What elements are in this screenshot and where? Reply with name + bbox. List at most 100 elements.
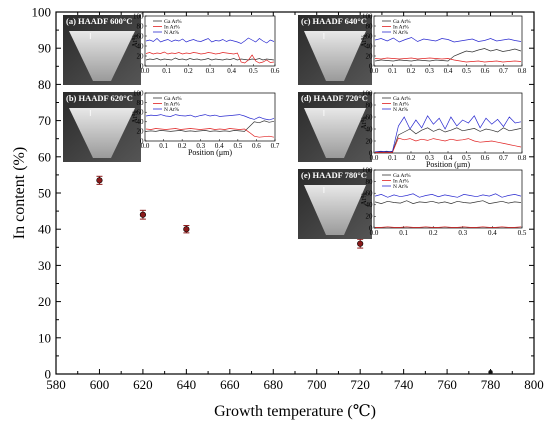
inset-x-tick-label: 0.2 [184,67,193,75]
inset-y-tick-label: 80 [366,178,374,186]
x-tick-label: 580 [46,377,66,392]
inset-y-label: At% [131,110,139,123]
x-tick-label: 680 [264,377,284,392]
inset-line-in [145,128,275,138]
inset-x-tick-label: 0.2 [407,67,416,75]
inset-5: (e) HAADF 780°C 0 20 40 60 80 100 0.0 0.1 0.2 0.3 0… [298,166,527,239]
inset-legend-label: Ga At% [393,19,411,25]
x-axis-title: Growth temperature (℃) [214,403,376,420]
data-point [96,177,103,184]
inset-3: (c) HAADF 640°C 0 20 40 60 80 100 0.0 0.1 0.2 0.3 0… [298,12,527,85]
inset-legend-label: Ga At% [164,19,182,25]
inset-x-tick-label: 0.3 [458,229,467,237]
inset-x-tick-label: 0.7 [499,67,508,75]
inset-x-tick-label: 0.1 [388,154,397,162]
data-point [488,369,493,375]
x-tick-label: 800 [524,377,544,392]
inset-image-label: (a) HAADF 600°C [66,16,132,26]
inset-y-tick-label: 60 [366,190,374,198]
inset-y-tick-label: 40 [366,125,374,133]
inset-y-tick-label: 40 [366,42,374,50]
inset-line-ga [374,48,522,62]
y-tick-label: 80 [38,77,51,92]
inset-x-title: Position (μm) [426,160,470,169]
inset-legend-label: N At% [393,30,409,36]
inset-y-label: At% [360,34,368,47]
inset-y-tick-label: 100 [133,12,144,20]
inset-x-tick-label: 0.5 [462,67,471,75]
inset-y-tick-label: 80 [137,22,145,30]
main-axes: 580 600 620 640 660 680 700 720 740 760 780 8000102… [32,5,544,393]
inset-y-tick-label: 0 [369,149,373,157]
inset-x-tick-label: 0.7 [499,154,508,162]
y-tick-label: 30 [38,258,51,273]
inset-legend-label: In At% [393,25,409,31]
inset-x-tick-label: 0.7 [271,142,280,150]
inset-y-label: At% [360,192,368,205]
inset-x-tick-label: 0.2 [178,142,187,150]
y-tick-label: 40 [38,222,51,237]
inset-y-tick-label: 20 [137,128,145,136]
inset-line-ga [145,120,275,132]
inset-x-tick-label: 0.4 [488,229,497,237]
data-point [357,240,364,247]
inset-x-tick-label: 0.5 [249,67,258,75]
y-tick-label: 0 [45,367,52,382]
inset-line-ga [145,57,275,61]
inset-x-tick-label: 0.5 [462,154,471,162]
inset-image-label: (b) HAADF 620°C [66,93,133,103]
inset-y-tick-label: 0 [369,224,373,232]
inset-x-tick-label: 0.8 [518,154,527,162]
x-tick-label: 660 [220,377,240,392]
inset-x-tick-label: 0.2 [429,229,438,237]
inset-y-tick-label: 80 [366,101,374,109]
y-tick-label: 100 [32,5,52,20]
inset-line-n [374,115,522,153]
x-tick-label: 780 [481,377,501,392]
x-tick-label: 720 [350,377,370,392]
inset-x-tick-label: 0.1 [159,142,168,150]
inset-x-tick-label: 0.0 [141,67,150,75]
inset-image-label: (d) HAADF 720°C [301,93,368,103]
nanowire-shape [304,185,366,235]
inset-x-tick-label: 0.4 [215,142,224,150]
inset-y-tick-label: 80 [137,99,145,107]
inset-line-ga [375,127,522,153]
inset-legend-label: Ga At% [393,96,411,102]
inset-x-tick-label: 0.2 [407,154,416,162]
nanowire-shape [304,31,366,81]
inset-y-tick-label: 60 [137,109,145,117]
inset-y-tick-label: 60 [137,32,145,40]
inset-line-in [374,57,522,63]
inset-image-label: (c) HAADF 640°C [301,16,367,26]
nanowire-shape [69,108,135,158]
inset-x-title: Position (μm) [188,148,232,157]
data-point [183,226,190,233]
nanowire-shape [304,108,366,158]
inset-legend-label: N At% [164,30,180,36]
nanowire-shape [69,31,135,81]
inset-x-tick-label: 0.3 [425,67,434,75]
inset-y-tick-label: 100 [362,166,373,174]
x-tick-label: 760 [437,377,457,392]
y-axis-title: In content (%) [11,147,28,239]
inset-y-tick-label: 100 [362,89,373,97]
inset-y-tick-label: 20 [366,137,374,145]
inset-line-n [374,193,522,198]
data-series [96,175,493,375]
inset-legend-label: Ga At% [164,96,182,102]
inset-y-tick-label: 0 [369,62,373,70]
inset-y-tick-label: 80 [366,22,374,30]
inset-line-in [375,137,522,153]
inset-x-tick-label: 0.3 [196,142,205,150]
inset-legend-label: Ga At% [393,173,411,179]
inset-legend-label: N At% [393,184,409,190]
insets: (a) HAADF 600°C 0 20 40 60 80 100 0.0 0.1 0.2 0.3 0… [63,12,527,239]
inset-x-tick-label: 0.4 [444,67,453,75]
inset-x-tick-label: 0.0 [370,154,379,162]
y-tick-label: 20 [38,294,51,309]
inset-x-tick-label: 0.1 [399,229,408,237]
inset-4: (d) HAADF 720°C 0 20 40 60 80 100 0.0 0.1 0.2 0.3 0… [298,89,527,169]
